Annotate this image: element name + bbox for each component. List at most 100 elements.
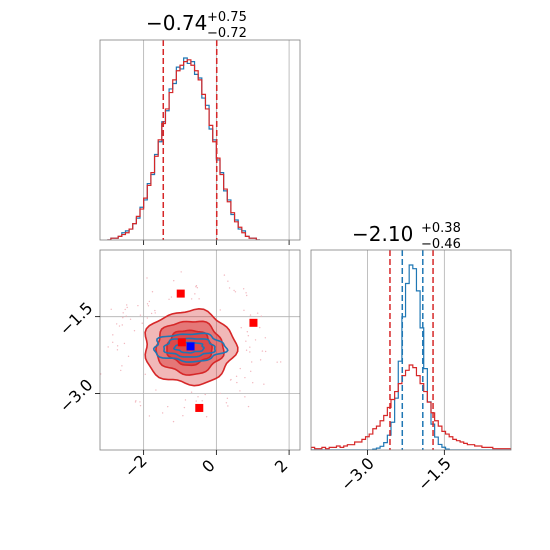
marker-red-square: [176, 289, 185, 298]
scatter-point: [126, 304, 128, 306]
scatter-point: [230, 378, 232, 381]
scatter-point: [244, 396, 246, 398]
scatter-point: [146, 303, 149, 305]
scatter-point: [133, 330, 136, 332]
joint-y-ticks: −3.0 −1.5: [56, 298, 100, 416]
scatter-point: [146, 317, 149, 319]
scatter-point: [126, 306, 128, 309]
joint-panel: −2 0 2 −3.0 −1.5: [56, 249, 301, 481]
scatter-point: [146, 277, 148, 279]
scatter-point: [223, 274, 226, 276]
scatter-point: [134, 401, 137, 403]
scatter-point: [147, 305, 150, 307]
scatter-point: [244, 376, 246, 379]
scatter-point: [252, 382, 254, 384]
scatter-point: [148, 415, 151, 417]
scatter-point: [125, 315, 127, 317]
scatter-point: [141, 322, 143, 324]
joint-grid: [100, 250, 300, 450]
scatter-point: [198, 298, 200, 300]
scatter-point: [240, 326, 242, 329]
scatter-point: [150, 312, 153, 315]
scatter-point: [227, 405, 229, 407]
scatter-point: [236, 381, 238, 384]
scatter-point: [254, 339, 257, 341]
scatter-point: [135, 400, 137, 402]
scatter-point: [95, 354, 96, 355]
scatter-point: [107, 346, 109, 348]
scatter-point: [122, 316, 124, 319]
scatter-point: [170, 296, 173, 298]
scatter-point: [233, 289, 235, 292]
marginal-param2-quantile-lines: [389, 250, 434, 450]
scatter-point: [124, 308, 126, 311]
scatter-point: [205, 416, 208, 418]
scatter-point: [139, 314, 142, 316]
scatter-point: [263, 383, 265, 385]
scatter-point: [246, 331, 249, 333]
contour-blue: [152, 332, 229, 363]
scatter-point: [264, 350, 267, 353]
scatter-point: [137, 304, 139, 307]
scatter-point: [234, 291, 237, 293]
param1-title-sub: −0.72: [207, 26, 247, 41]
param2-title: −2.10 +0.38 −0.46: [352, 221, 461, 252]
scatter-point: [228, 287, 231, 289]
joint-x-ticks: −2 0 2: [121, 450, 292, 481]
scatter-point: [250, 370, 252, 373]
marginal-param2-x-ticks: −3.0 −1.5: [337, 450, 455, 495]
scatter-point: [195, 400, 197, 402]
scatter-point: [139, 401, 141, 403]
scatter-point: [259, 326, 261, 329]
scatter-point: [144, 373, 146, 375]
scatter-point: [123, 342, 126, 345]
scatter-point: [190, 391, 193, 393]
marker-red-square: [177, 338, 186, 347]
scatter-point: [168, 298, 170, 301]
scatter-point: [235, 375, 238, 378]
param2-title-sub: −0.46: [421, 237, 461, 252]
marker-blue-square: [186, 342, 195, 351]
scatter-point: [183, 406, 186, 409]
x-tick-label: −3.0: [337, 454, 378, 495]
scatter-point: [121, 365, 123, 367]
marginal-param2-panel: −3.0 −1.5 −2.10 +0.38 −0.46: [310, 221, 512, 495]
scatter-point: [245, 292, 247, 294]
scatter-point: [173, 279, 175, 282]
scatter-point: [148, 300, 151, 303]
x-tick-label: −1.5: [414, 454, 455, 495]
marginal-param1-quantile-lines: [162, 40, 218, 240]
scatter-point: [151, 291, 154, 293]
scatter-point: [243, 309, 245, 312]
scatter-point: [239, 390, 241, 392]
scatter-point: [118, 325, 121, 327]
scatter-point: [122, 312, 124, 314]
scatter-point: [260, 315, 263, 317]
scatter-point: [195, 285, 197, 288]
scatter-point: [249, 351, 251, 353]
scatter-point: [129, 318, 132, 321]
scatter-point: [249, 314, 252, 316]
scatter-point: [247, 405, 250, 408]
scatter-point: [121, 324, 123, 326]
scatter-point: [225, 402, 228, 404]
scatter-point: [127, 355, 130, 358]
param2-title-main: −2.10: [352, 222, 413, 246]
scatter-point: [172, 420, 175, 423]
marginal-param1-histograms: [107, 57, 260, 240]
histogram-blue: [311, 264, 511, 450]
scatter-point: [116, 349, 119, 351]
y-tick-label: −3.0: [56, 375, 97, 416]
scatter-point: [219, 392, 221, 395]
param1-title: −0.74 +0.75 −0.72: [146, 10, 247, 41]
scatter-point: [161, 412, 164, 414]
x-tick-label: 2: [271, 456, 292, 477]
scatter-point: [120, 369, 122, 372]
scatter-point: [194, 293, 196, 295]
contour-blue: [172, 341, 206, 354]
scatter-point: [116, 345, 119, 347]
scatter-point: [239, 367, 241, 370]
histogram-red: [311, 364, 511, 450]
scatter-point: [242, 288, 245, 290]
scatter-point: [245, 340, 247, 342]
